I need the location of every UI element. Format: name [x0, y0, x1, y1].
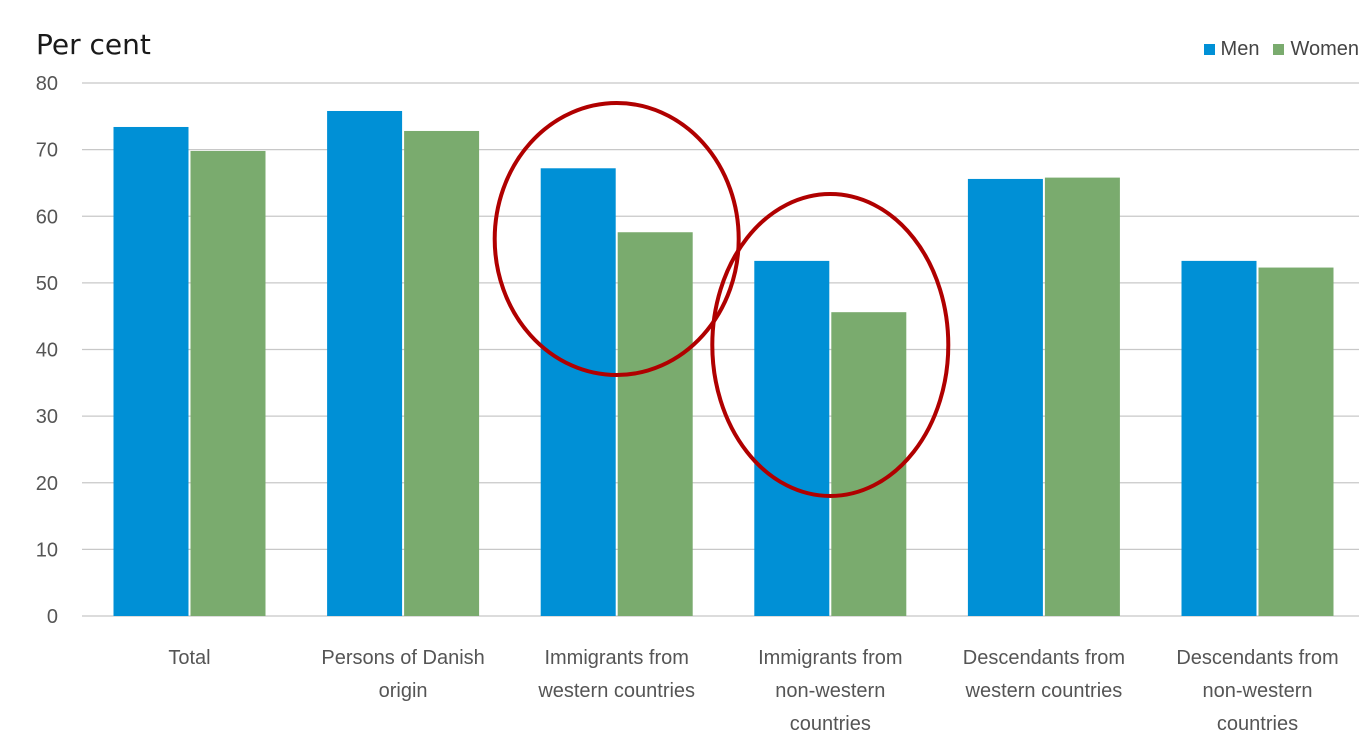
legend-label-men: Men [1220, 38, 1260, 60]
x-category-label: non-western [775, 680, 885, 702]
legend-label-women: Women [1290, 38, 1359, 60]
bar-women [1258, 267, 1334, 616]
x-category-label: countries [790, 713, 871, 735]
x-category-label: Immigrants from [758, 647, 902, 669]
y-tick-label: 60 [36, 206, 58, 228]
bar-group [1181, 260, 1334, 616]
x-category-label: western countries [537, 680, 695, 702]
x-category-label: Persons of Danish [321, 647, 484, 669]
legend-item-men: Men [1203, 38, 1260, 61]
y-tick-label: 50 [36, 273, 58, 295]
bar-men [967, 178, 1043, 616]
y-tick-label: 10 [36, 539, 58, 561]
bar-group [113, 126, 266, 616]
bar-men [1181, 260, 1257, 616]
x-category-label: western countries [965, 680, 1123, 702]
y-tick-label: 30 [36, 406, 58, 428]
x-category-label: Descendants from [1176, 647, 1338, 669]
y-tick-label: 40 [36, 340, 58, 362]
x-category-label: Descendants from [963, 647, 1125, 669]
bar-women [617, 232, 693, 617]
bar-group [754, 260, 907, 616]
x-category-label: countries [1217, 713, 1298, 735]
bar-group [327, 110, 480, 617]
y-tick-label: 0 [47, 606, 58, 628]
legend-swatch-women [1273, 44, 1285, 55]
x-category-label: Total [168, 647, 210, 669]
annotation-ellipse [710, 192, 951, 498]
y-tick-label: 80 [36, 73, 58, 95]
y-tick-label: 70 [36, 140, 58, 162]
annotation-ellipse [492, 101, 741, 377]
bar-men [113, 126, 189, 616]
legend-swatch-men [1203, 44, 1215, 55]
bar-group [967, 177, 1120, 617]
x-category-label: Immigrants from [544, 647, 688, 669]
bar-women [190, 150, 266, 616]
x-category-label: origin [379, 680, 428, 702]
bar-women [404, 130, 480, 616]
x-category-label: non-western [1202, 680, 1312, 702]
bar-group [540, 168, 693, 617]
bar-men [540, 168, 616, 616]
bar-women [1044, 177, 1120, 617]
legend: Men Women [1203, 38, 1359, 61]
bar-men [754, 260, 830, 616]
bar-women [831, 312, 907, 616]
y-tick-label: 20 [36, 473, 58, 495]
chart-title: Per cent [36, 28, 151, 61]
legend-item-women: Women [1273, 38, 1359, 61]
bar-men [327, 110, 403, 617]
